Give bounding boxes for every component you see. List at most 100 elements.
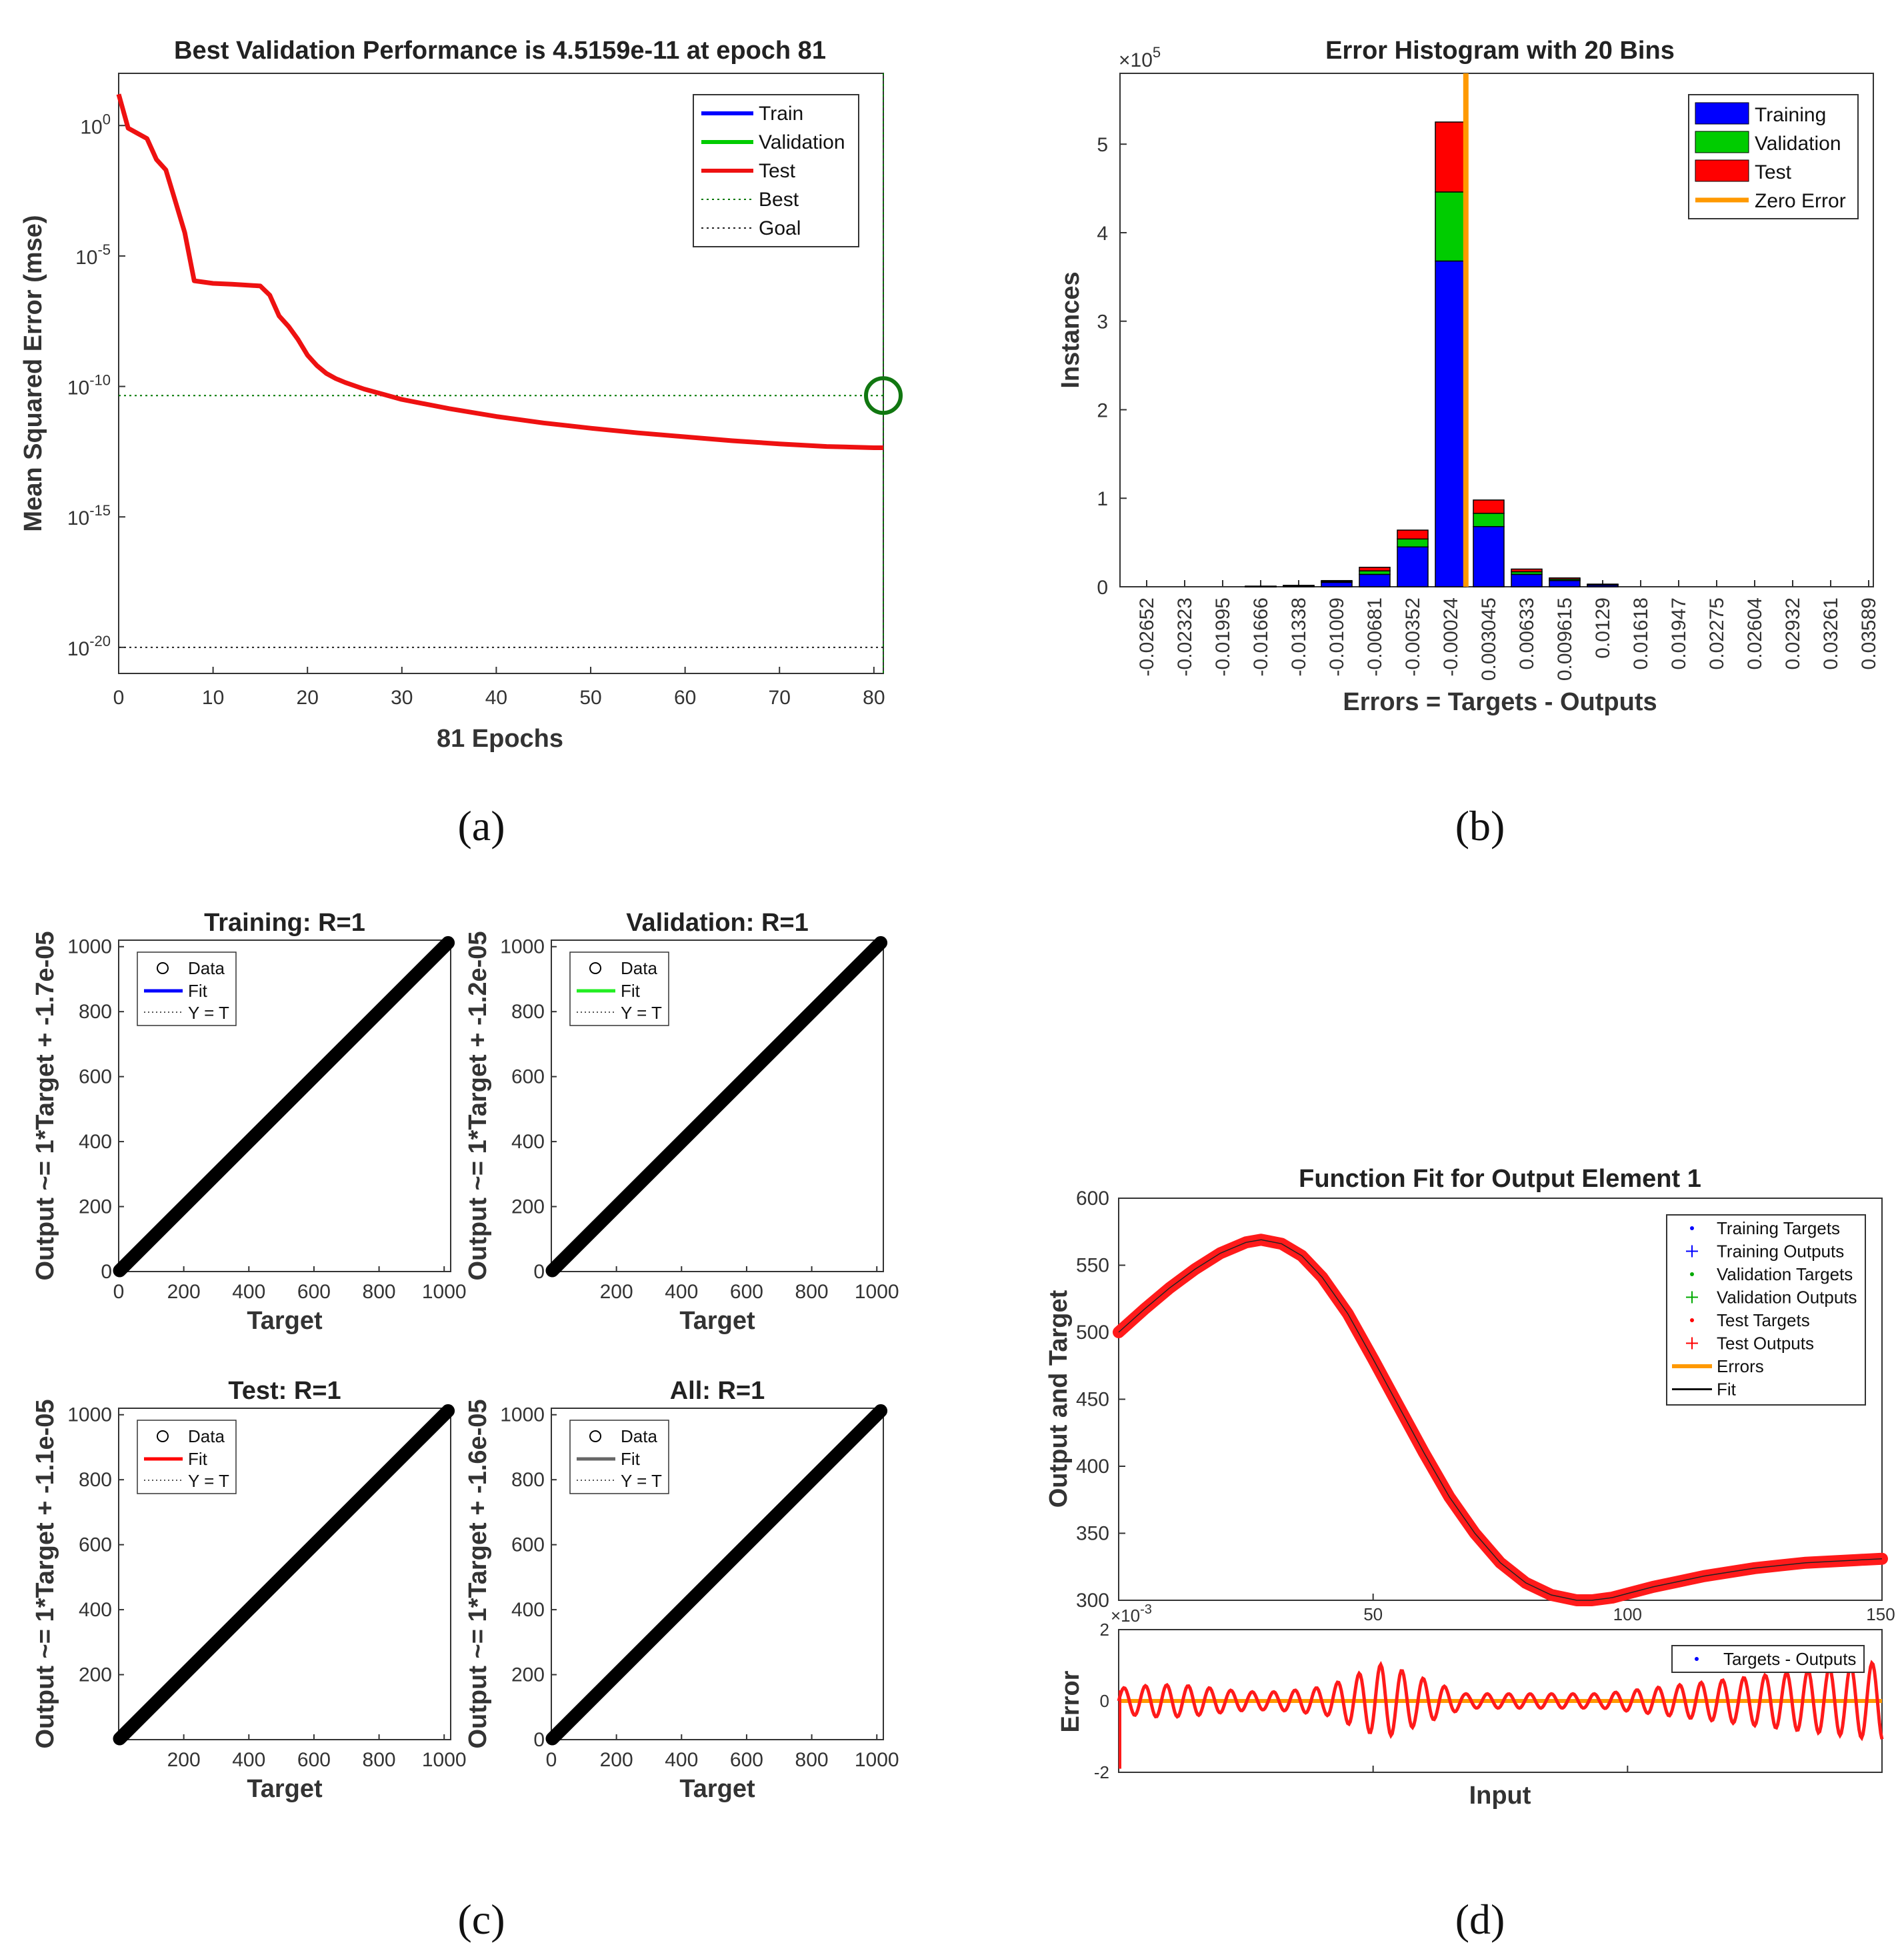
chart-d: Function Fit for Output Element 1 300 350… — [1045, 1165, 1895, 1810]
b-ytick-label: 4 — [1097, 223, 1108, 245]
caption-a: (a) — [457, 802, 505, 849]
chart-d-ticks: 300 350 400 450 500 550 600 50 100 150 — [1076, 1188, 1895, 1624]
c-ytick-label: 600 — [511, 1066, 545, 1088]
chart-d-error-legend: Targets - Outputs — [1671, 1645, 1865, 1673]
b-bar-training — [1435, 260, 1467, 587]
c-panel-xlabel: Target — [247, 1307, 323, 1335]
b-bar-test — [1245, 585, 1277, 587]
d-ytick-label: 500 — [1076, 1322, 1109, 1344]
c-xtick-label: 400 — [665, 1749, 698, 1771]
c-ytick-label: 0 — [533, 1729, 545, 1751]
c-panel-xlabel: Target — [247, 1775, 323, 1803]
d-legend-item: Test Outputs — [1717, 1334, 1814, 1354]
b-xtick-label: -0.01666 — [1250, 597, 1272, 676]
c-xtick-label: 800 — [795, 1749, 829, 1771]
c-panel-ylabel: Output ~= 1*Target + -1.7e-05 — [31, 931, 59, 1280]
legend-validation: Validation — [1755, 133, 1841, 155]
d-ytick-label: 450 — [1076, 1389, 1109, 1411]
c-ytick-label: 1000 — [500, 936, 545, 958]
legend-zero-error: Zero Error — [1755, 190, 1846, 212]
a-best-marker — [864, 376, 903, 415]
c-ytick-label: 200 — [79, 1196, 112, 1218]
c-panel-3: Test: R=1 200 400 600 800 1000 200 400 600 800 100… — [31, 1377, 467, 1803]
chart-a-lines — [116, 73, 903, 673]
c-legend-data: Data — [188, 958, 225, 978]
chart-d-error-xlabel: Input — [1469, 1782, 1531, 1810]
chart-d-ylabel: Output and Target — [1045, 1290, 1073, 1508]
c-xtick-label: 0 — [546, 1749, 557, 1771]
chart-a-ylabel: Mean Squared Error (mse) — [19, 215, 47, 531]
chart-a-legend: Train Validation Test Best Goal — [693, 94, 859, 247]
c-xtick-label: 200 — [167, 1281, 201, 1303]
c-ytick-label: 600 — [511, 1534, 545, 1556]
d-xtick-label: 50 — [1363, 1604, 1383, 1624]
d-ytick-label: 550 — [1076, 1255, 1109, 1277]
c-xtick-label: 800 — [795, 1281, 829, 1303]
c-ytick-label: 200 — [511, 1664, 545, 1686]
b-bar-validation — [1473, 513, 1505, 527]
d-ytick-label: 350 — [1076, 1523, 1109, 1545]
c-data-points — [113, 935, 455, 1278]
d-ytick-label: 400 — [1076, 1456, 1109, 1478]
legend-training-swatch — [1695, 102, 1749, 125]
d-xtick-label: 150 — [1866, 1604, 1895, 1624]
c-ytick-label: 800 — [79, 1001, 112, 1023]
a-ytick-label: 10-10 — [67, 372, 111, 399]
c-panel-ylabel: Output ~= 1*Target + -1.1e-05 — [31, 1399, 59, 1748]
d-err-ytick-label: -2 — [1094, 1762, 1109, 1782]
a-ytick-label: 100 — [80, 111, 111, 138]
legend-test: Test — [1755, 161, 1792, 183]
b-bar-validation — [1397, 538, 1429, 548]
d-legend-swatch — [1690, 1272, 1694, 1276]
c-data-points — [113, 1404, 455, 1746]
b-bar-test — [1397, 529, 1429, 540]
chart-a-title: Best Validation Performance is 4.5159e-1… — [174, 37, 826, 65]
caption-c: (c) — [457, 1896, 505, 1943]
legend-validation-swatch — [1695, 131, 1749, 153]
chart-a-ticks: 0 10 20 30 40 50 60 70 80 100 10-5 10-10 10-15 10-20 — [67, 111, 885, 709]
c-xtick-label: 800 — [363, 1749, 396, 1771]
a-xtick-label: 60 — [674, 687, 696, 709]
c-panel-2: Validation: R=1 200 400 600 800 1000 0 200 400 60… — [464, 909, 899, 1335]
c-legend-yt: Y = T — [188, 1003, 229, 1023]
b-xtick-label: -0.02323 — [1174, 597, 1196, 676]
c-panel-title: Validation: R=1 — [626, 909, 808, 937]
legend-targets-minus-outputs-swatch — [1695, 1657, 1699, 1661]
b-xtick-label: 0.02604 — [1744, 597, 1766, 669]
c-ytick-label: 0 — [101, 1261, 112, 1283]
c-xtick-label: 1000 — [855, 1749, 899, 1771]
chart-d-legend-box — [1666, 1214, 1866, 1406]
legend-best: Best — [759, 189, 799, 211]
chart-b-exponent: ×105 — [1119, 44, 1161, 71]
b-bar-test — [1511, 568, 1543, 573]
d-xtick-label: 100 — [1613, 1604, 1642, 1624]
legend-training: Training — [1755, 104, 1826, 126]
b-xtick-label: -0.01995 — [1212, 597, 1234, 676]
chart-b-bars — [1245, 73, 1619, 588]
c-legend-data-swatch — [157, 962, 169, 974]
a-xtick-label: 40 — [485, 687, 507, 709]
chart-d-title: Function Fit for Output Element 1 — [1299, 1165, 1701, 1193]
c-legend-fit: Fit — [188, 981, 208, 1001]
chart-d-curve — [1113, 1234, 1888, 1606]
chart-b: Error Histogram with 20 Bins ×105 0 1 2 3 4 5… — [1057, 37, 1880, 716]
b-bar-validation — [1359, 570, 1391, 575]
b-xtick-label: -0.00024 — [1440, 597, 1462, 676]
b-bar-training — [1359, 573, 1391, 587]
c-panel-1: Training: R=1 0 200 400 600 800 1000 0 200 400 600… — [31, 909, 467, 1335]
chart-d-error-plot: -2 0 2 — [1094, 1620, 1884, 1782]
c-ytick-label: 400 — [79, 1599, 112, 1621]
b-bar-training — [1473, 525, 1505, 587]
chart-b-xlabel: Errors = Targets - Outputs — [1343, 688, 1657, 716]
chart-b-ylabel: Instances — [1057, 271, 1085, 388]
b-xtick-label: 0.02275 — [1706, 597, 1728, 669]
c-legend-data-swatch — [589, 962, 601, 974]
c-legend-data: Data — [621, 1426, 657, 1446]
a-xtick-label: 20 — [297, 687, 319, 709]
chart-d-error-ylabel: Error — [1057, 1670, 1085, 1732]
a-ytick-label: 10-15 — [67, 502, 111, 529]
c-xtick-label: 200 — [167, 1749, 201, 1771]
